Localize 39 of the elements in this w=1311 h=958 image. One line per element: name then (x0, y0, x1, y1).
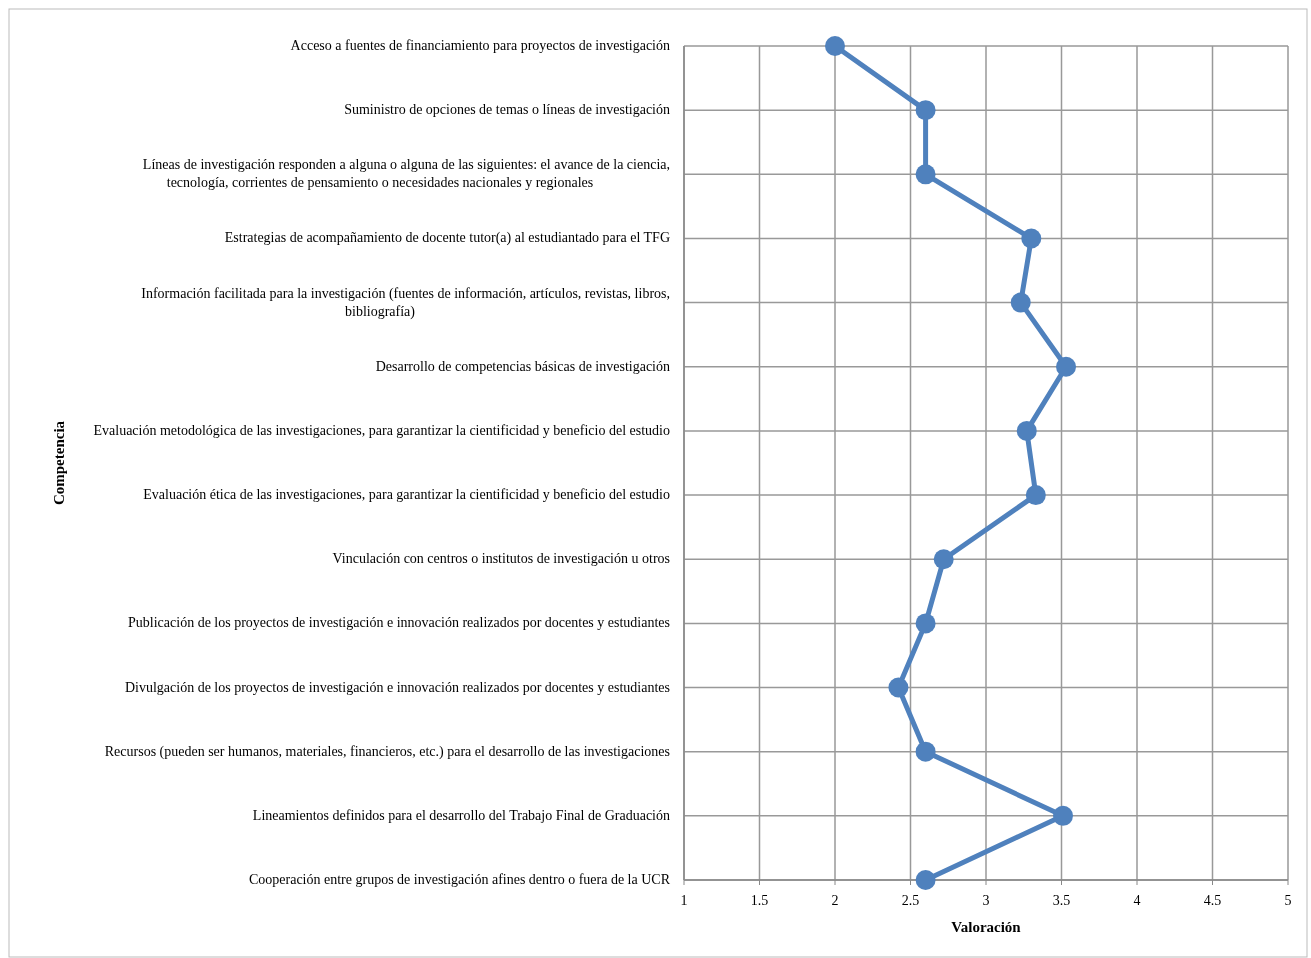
y-tick-label: Desarrollo de competencias básicas de investigación (375, 358, 670, 374)
y-tick-label: Vinculación con centros o institutos de investigación u otros (332, 551, 670, 567)
x-tick-label: 1 (680, 893, 688, 908)
y-axis-title: Competencia (51, 420, 67, 506)
point (825, 36, 845, 56)
y-tick-label: Publicación de los proyectos de investigación e innovación realizados por docentes y estudiantes (128, 615, 670, 631)
x-axis-title: Valoración (951, 919, 1022, 935)
y-tick-label: Suministro de opciones de temas o líneas de investigación (344, 102, 670, 118)
y-tick-label: Estrategias de acompañamiento de docente tutor(a) al estudiantado para el TFG (224, 230, 670, 247)
point (1025, 485, 1046, 506)
y-tick-label: Recursos (pueden ser humanos, materiales, financieros, etc.) para el desarrollo de las investigaciones (104, 743, 670, 760)
point (915, 870, 936, 890)
point (915, 100, 936, 121)
x-tick-label: 3.5 (1052, 893, 1071, 908)
x-tick-label: 1.5 (750, 893, 769, 908)
x-tick-label: 4.5 (1203, 893, 1222, 908)
x-tick-label: 3 (982, 893, 990, 908)
point (915, 164, 936, 185)
y-tick-label: Divulgación de los proyectos de investigación e innovación realizados por docentes y estudiantes (124, 679, 670, 695)
point (1053, 805, 1074, 826)
point (915, 613, 936, 634)
y-tick-label: Evaluación ética de las investigaciones, para garantizar la cientificidad y beneficio del estudio (143, 487, 670, 503)
y-tick-label: Líneas de investigación responden a alguna o alguna de las siguientes: el avance de la ciencia, tecnología, corrientes de pensamiento o necesidades nacionales y regionales (142, 157, 670, 191)
y-tick-label: Cooperación entre grupos de investigación afines dentro o fuera de la UCR (248, 872, 671, 887)
point (1021, 228, 1042, 249)
y-tick-label: Acceso a fuentes de financiamiento para proyectos de investigación (290, 38, 670, 53)
x-tick-label: 4 (1133, 893, 1141, 908)
point (888, 677, 909, 698)
x-tick-label: 2 (831, 893, 839, 908)
y-tick-label: Información facilitada para la investigación (fuentes de información, artículos, revistas, libros, bibliografía) (141, 285, 670, 320)
x-tick-label: 5 (1284, 893, 1292, 908)
point (933, 549, 954, 570)
point (1010, 292, 1031, 313)
point (1016, 420, 1037, 441)
point (1056, 356, 1077, 377)
point (915, 741, 936, 762)
y-tick-label: Lineamientos definidos para el desarrollo del Trabajo Final de Graduación (252, 807, 670, 823)
x-tick-label: 2.5 (901, 893, 920, 908)
y-tick-label: Evaluación metodológica de las investigaciones, para garantizar la cientificidad y beneficio del estudio (93, 422, 670, 438)
